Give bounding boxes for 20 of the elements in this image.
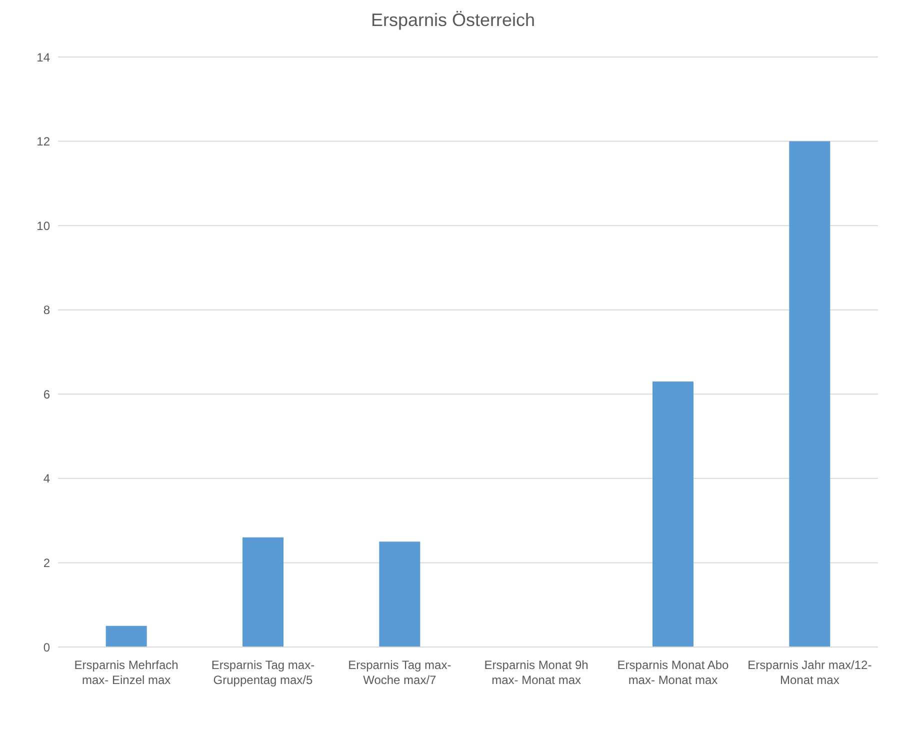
bar	[789, 141, 830, 647]
bar	[106, 626, 147, 647]
x-tick-label: Ersparnis Jahr max/12- Monat max	[748, 658, 872, 687]
y-tick-label: 12	[36, 134, 50, 149]
x-tick-label: Ersparnis Monat Abo max- Monat max	[617, 658, 730, 687]
bar	[652, 382, 694, 647]
y-tick-label: 2	[43, 556, 50, 570]
chart-title: Ersparnis Österreich	[370, 10, 536, 31]
x-tick-label: Ersparnis Monat 9h max- Monat max	[484, 658, 588, 687]
x-tick-label: Ersparnis Mehrfach max- Einzel max	[74, 658, 178, 687]
x-tick-label: Ersparnis Tag max- Gruppentag max/5	[211, 658, 315, 687]
bar	[242, 537, 284, 647]
y-tick-label: 6	[43, 387, 50, 402]
y-tick-label: 0	[43, 640, 50, 654]
x-tick-label: Ersparnis Tag max- Woche max/7	[348, 658, 452, 687]
y-tick-label: 8	[43, 303, 50, 318]
y-tick-label: 10	[36, 218, 50, 233]
y-tick-label: 14	[36, 50, 50, 64]
y-tick-label: 4	[43, 472, 50, 486]
bar	[379, 542, 420, 647]
